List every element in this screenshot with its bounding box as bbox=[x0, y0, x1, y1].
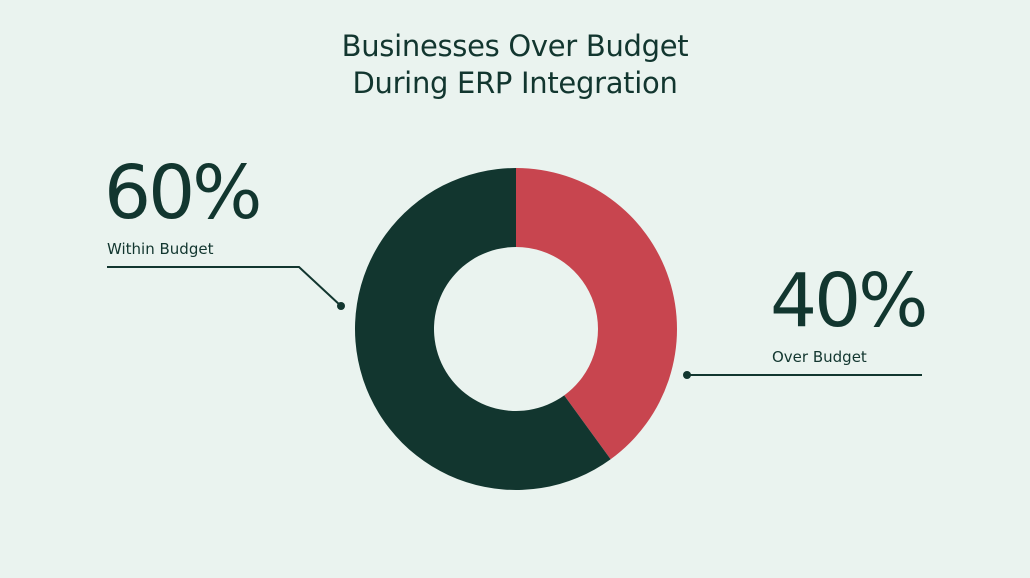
within-budget-leader-line bbox=[107, 266, 342, 307]
chart-title-line-2: During ERP Integration bbox=[352, 66, 678, 100]
within-budget-value: 60% bbox=[104, 150, 262, 236]
chart-title: Businesses Over Budget During ERP Integr… bbox=[0, 28, 1030, 102]
slice-within-budget bbox=[355, 168, 611, 490]
over-budget-label: Over Budget bbox=[772, 348, 867, 366]
slice-over-budget bbox=[516, 168, 678, 460]
within-budget-label: Within Budget bbox=[107, 240, 214, 258]
within-budget-leader-dot bbox=[337, 302, 345, 310]
over-budget-value: 40% bbox=[770, 258, 928, 344]
over-budget-leader-dot bbox=[683, 371, 691, 379]
chart-title-line-1: Businesses Over Budget bbox=[341, 29, 689, 63]
